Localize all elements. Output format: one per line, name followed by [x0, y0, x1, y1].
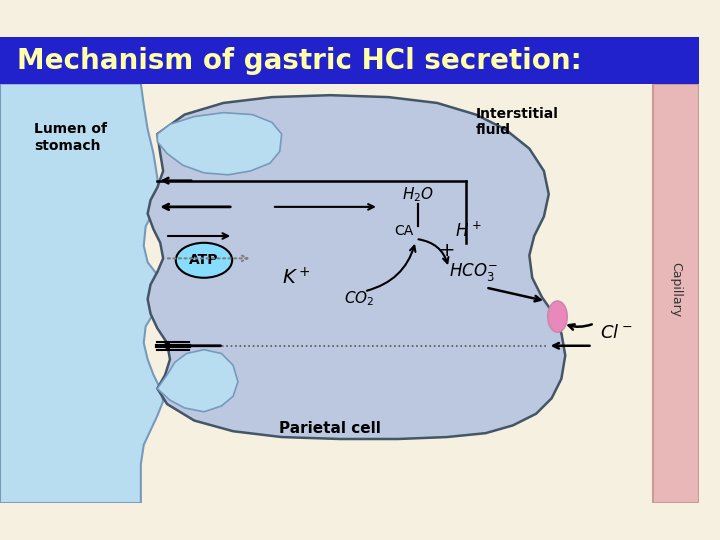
Text: +: + — [438, 241, 455, 260]
Text: Parietal cell: Parietal cell — [279, 421, 381, 436]
Bar — [652, 84, 699, 503]
Text: CA: CA — [395, 224, 414, 238]
Polygon shape — [148, 95, 565, 439]
Polygon shape — [0, 84, 163, 503]
Text: Capillary: Capillary — [670, 262, 683, 317]
Text: $CO_2$: $CO_2$ — [344, 290, 374, 308]
Text: $HCO_3^{-}$: $HCO_3^{-}$ — [449, 261, 498, 283]
Text: Lumen of
stomach: Lumen of stomach — [34, 123, 107, 153]
Text: ATP: ATP — [189, 253, 219, 267]
Text: $H_2O$: $H_2O$ — [402, 185, 433, 204]
Text: $K^+$: $K^+$ — [282, 267, 310, 288]
Text: Interstitial
fluid: Interstitial fluid — [476, 107, 559, 137]
Polygon shape — [158, 349, 238, 412]
Ellipse shape — [548, 301, 567, 332]
Text: $Cl^-$: $Cl^-$ — [600, 324, 633, 342]
Text: Mechanism of gastric HCl secretion:: Mechanism of gastric HCl secretion: — [17, 47, 582, 75]
Bar — [0, 37, 699, 84]
Text: $H^+$: $H^+$ — [454, 221, 481, 241]
Ellipse shape — [176, 243, 232, 278]
Polygon shape — [158, 113, 282, 175]
